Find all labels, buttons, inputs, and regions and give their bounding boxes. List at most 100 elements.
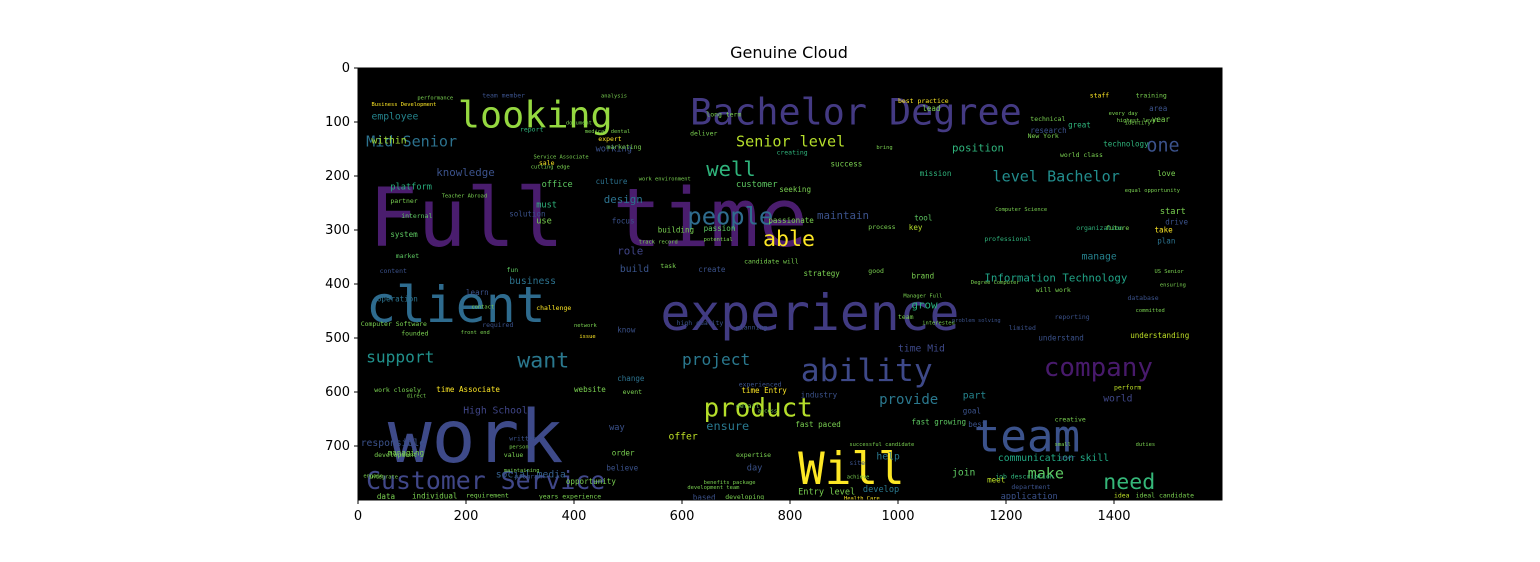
x-tick-label: 800 [778,509,803,524]
word-171: document [566,121,592,127]
word-144: work closely [374,386,421,394]
word-135: marketing [606,143,641,151]
word-115: based [693,493,716,502]
word-187: benefits package [704,480,756,486]
word-178: potential [704,237,733,243]
word-117: individual [412,491,457,500]
word-66: success [831,159,863,168]
word-158: equal opportunity [1125,188,1181,194]
word-52: training [1136,92,1167,100]
word-62: love [1157,169,1176,178]
word-196: person [509,445,528,451]
word-51: best practice [898,97,949,105]
chart-title: Genuine Cloud [730,43,848,62]
word-134: partner [390,197,417,205]
word-152: reporting [1055,313,1090,321]
word-13: well [706,157,755,181]
word-46: business [509,276,556,287]
word-25: make [1028,464,1064,482]
word-32: role [617,244,643,257]
word-164: technical [1030,115,1065,123]
word-49: High School [463,406,527,417]
word-4: Bachelor Degree [690,91,1022,134]
word-84: fun [507,266,519,274]
word-7: Will [798,444,905,495]
y-tick-label: 700 [325,439,350,454]
word-98: industry [801,390,838,399]
word-139: creating [777,148,808,156]
word-61: plan [1157,237,1175,246]
word-76: culture [596,177,628,186]
word-2: work [388,395,564,480]
word-202: every day [1109,111,1139,117]
word-106: fast paced [795,420,840,429]
word-40: part [963,390,986,401]
word-125: technology [1103,139,1149,148]
word-90: candidate will [744,257,799,265]
word-19: provide [879,392,938,408]
y-tick-label: 100 [325,115,350,130]
word-104: believe [606,463,638,472]
y-tick-label: 500 [325,331,350,346]
word-148: expertise [736,451,771,459]
word-132: team member [482,92,525,100]
word-21: Senior level [736,132,845,150]
word-155: program [515,472,542,480]
word-82: operation [377,294,418,303]
word-172: medical dental [585,129,630,135]
word-31: design [604,193,643,206]
word-68: passion [704,224,736,233]
word-149: job description [995,472,1054,480]
word-179: process [868,223,895,231]
word-57: mission [920,169,952,178]
word-58: working [596,145,632,155]
word-204: identify [1125,121,1152,127]
word-42: manage [1082,252,1117,263]
x-tick-label: 400 [562,509,587,524]
word-92: required [482,321,513,329]
word-191: network [574,323,597,329]
word-67: seeking [779,185,811,194]
y-tick-label: 0 [342,61,350,76]
word-205: integrate [369,474,398,480]
x-tick-label: 200 [454,509,479,524]
word-16: need [1103,470,1155,495]
word-126: world class [1060,151,1103,159]
word-96: website [574,385,606,394]
word-124: great [1068,120,1091,129]
word-83: learn [466,288,489,297]
word-194: user [1060,454,1076,462]
word-103: opportunity [566,477,616,486]
word-41: world [1103,394,1132,405]
word-190: issue [579,334,595,340]
wordcloud-image [358,68,1222,500]
y-tick-label: 200 [325,169,350,184]
word-64: tool [914,213,932,222]
word-122: ideal candidate [1136,491,1195,499]
word-133: sale [539,159,555,167]
word-1: experience [660,284,959,342]
x-tick-label: 1200 [989,509,1022,524]
word-143: experienced [739,381,782,389]
x-tick-label: 1000 [881,509,914,524]
word-80: market [396,252,419,260]
word-95: time Associate [436,385,500,394]
word-79: internal [401,212,432,220]
word-159: database [1128,294,1159,302]
word-70: building [658,226,694,235]
word-14: able [763,227,815,252]
word-173: cutting edge [531,164,570,170]
word-28: employee [372,111,419,122]
word-56: year [1152,115,1171,124]
word-184: successful candidate [849,442,914,448]
word-200: ensuring [1160,283,1186,289]
word-74: solution [509,210,545,219]
word-111: managing [388,449,424,458]
word-9: ability [801,353,933,389]
word-128: staff [1090,92,1110,100]
word-53: competitive salary [1244,92,1314,100]
word-201: US Senior [1155,269,1185,275]
word-119: years experience [539,492,601,500]
word-129: expert [598,135,621,143]
